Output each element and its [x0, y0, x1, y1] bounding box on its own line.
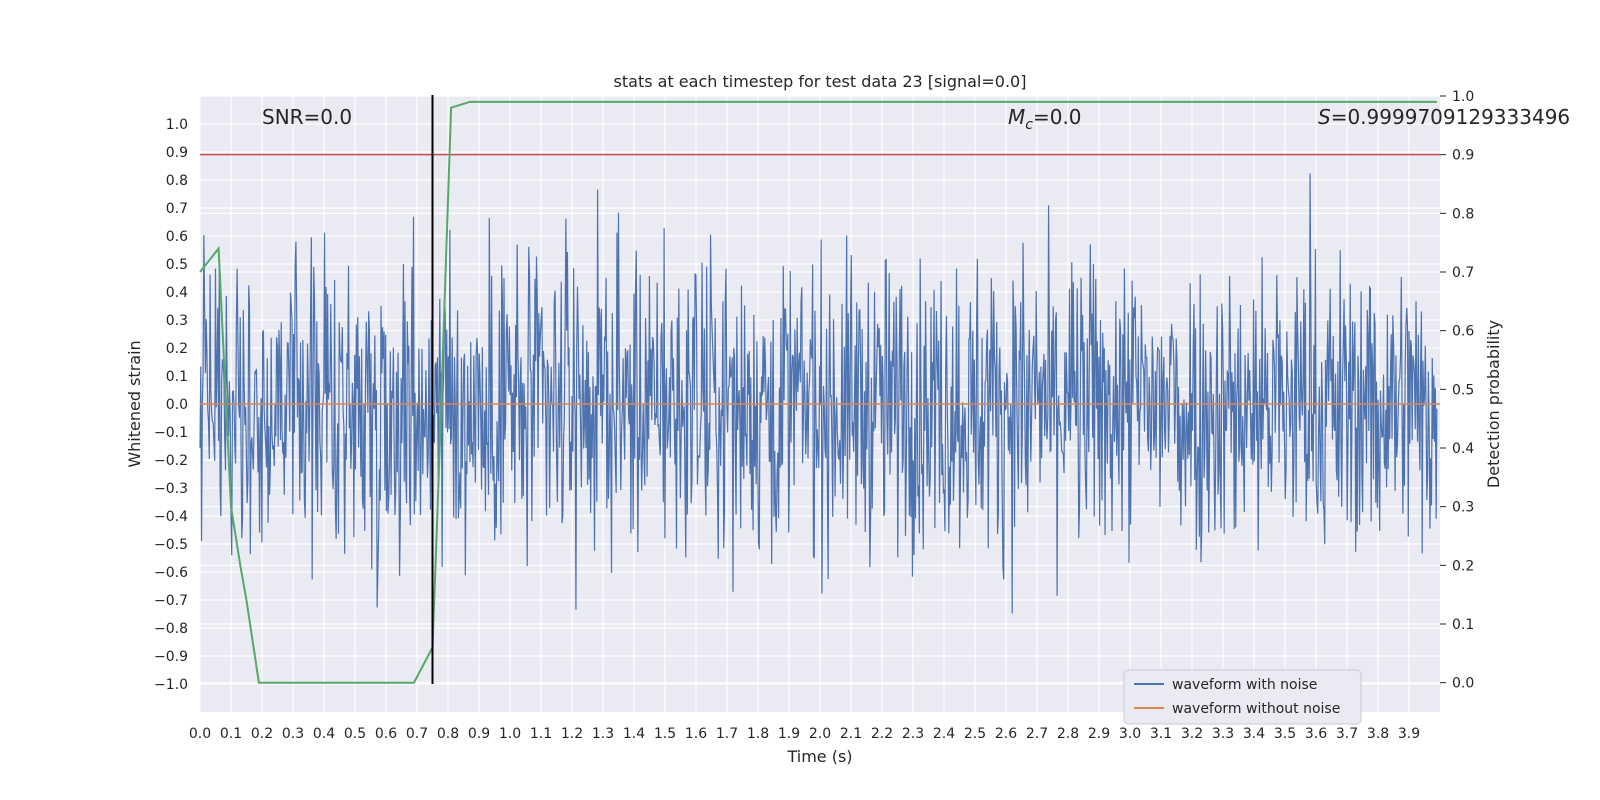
x-tick-label: 3.8	[1367, 726, 1389, 742]
x-tick-label: 0.7	[406, 726, 428, 742]
noise-series	[199, 173, 1438, 614]
x-tick-label: 1.9	[778, 726, 800, 742]
x-tick-label: 1.4	[623, 726, 645, 742]
x-tick-label: 1.8	[747, 726, 769, 742]
x-tick-label: 0.8	[437, 726, 459, 742]
x-tick-label: 2.4	[933, 726, 955, 742]
legend-box	[1123, 669, 1362, 725]
mc-annotation: Mc=0.0	[1008, 105, 1082, 133]
legend: waveform with noise waveform without noi…	[1123, 669, 1362, 725]
y2-tick-label: 0.0	[1452, 676, 1474, 692]
noise-waveform-path	[199, 173, 1438, 614]
x-tick-label: 2.2	[871, 726, 893, 742]
s-symbol: S	[1318, 105, 1331, 129]
y-tick-label: −0.5	[154, 537, 188, 553]
y-tick-label: 0.1	[166, 369, 188, 385]
x-tick-label: 1.7	[716, 726, 738, 742]
x-axis-label: Time (s)	[786, 747, 852, 766]
x-tick-label: 1.5	[654, 726, 676, 742]
y-tick-label: −0.4	[154, 509, 188, 525]
y-tick-label: 0.9	[166, 145, 188, 161]
x-tick-label: 2.6	[995, 726, 1017, 742]
y-tick-label: −0.9	[154, 649, 188, 665]
y-tick-label: −0.7	[154, 593, 188, 609]
y-tick-label: 0.2	[166, 341, 188, 357]
x-tick-label: 1.6	[685, 726, 707, 742]
x-tick-label: 2.5	[964, 726, 986, 742]
y-tick-label: 0.7	[166, 201, 188, 217]
x-tick-label: 3.1	[1150, 726, 1172, 742]
x-tick-label: 0.2	[251, 726, 273, 742]
y-tick-label: −0.2	[154, 453, 188, 469]
y2-tick-label: 0.9	[1452, 148, 1474, 164]
x-tick-label: 3.2	[1181, 726, 1203, 742]
y2-tick-labels: 1.0 0.9 0.8 0.7 0.6 0.5 0.4 0.3 0.2 0.1 0.0	[1440, 89, 1474, 692]
chart-title: stats at each timestep for test data 23 …	[614, 72, 1027, 91]
legend-label-clean: waveform without noise	[1172, 701, 1340, 717]
x-tick-label: 1.2	[561, 726, 583, 742]
x-tick-label: 3.0	[1119, 726, 1141, 742]
detection-probability-line	[199, 100, 1437, 684]
y-tick-label: 0.8	[166, 173, 188, 189]
y2-tick-label: 0.4	[1452, 441, 1474, 457]
y-tick-label: −1.0	[154, 677, 188, 693]
y2-tick-label: 0.5	[1452, 382, 1474, 398]
x-tick-label: 3.9	[1398, 726, 1420, 742]
x-tick-label: 2.7	[1026, 726, 1048, 742]
x-tick-label: 2.1	[840, 726, 862, 742]
y-tick-label: −0.3	[154, 481, 188, 497]
y2-tick-label: 0.8	[1452, 206, 1474, 222]
snr-annotation: SNR=0.0	[262, 105, 352, 129]
x-tick-label: 0.5	[344, 726, 366, 742]
mc-subscript: c	[1025, 117, 1033, 133]
x-tick-label: 0.0	[189, 726, 211, 742]
y2-tick-label: 0.6	[1452, 324, 1474, 340]
y2-axis-label: Detection probability	[1484, 320, 1503, 488]
x-tick-label: 2.3	[902, 726, 924, 742]
y-tick-label: −0.6	[154, 565, 188, 581]
x-tick-label: 0.9	[468, 726, 490, 742]
x-tick-label: 0.4	[313, 726, 335, 742]
y2-tick-label: 0.7	[1452, 265, 1474, 281]
x-tick-label: 2.9	[1088, 726, 1110, 742]
x-tick-label: 3.5	[1274, 726, 1296, 742]
x-tick-label: 1.3	[592, 726, 614, 742]
x-tick-labels: 0.0 0.1 0.2 0.3 0.4 0.5 0.6 0.7 0.8 0.9 1.0 1.1 1.2 1…	[189, 726, 1420, 742]
y-tick-label: 0.4	[166, 285, 188, 301]
x-tick-label: 0.6	[375, 726, 397, 742]
y2-tick-label: 0.2	[1452, 558, 1474, 574]
x-tick-label: 0.3	[282, 726, 304, 742]
y-tick-label: 1.0	[166, 117, 188, 133]
s-annotation: S=0.9999709129333496	[1318, 105, 1570, 129]
y-tick-labels: 1.0 0.9 0.8 0.7 0.6 0.5 0.4 0.3 0.2 0.1 0.0 −0.1 −0.…	[154, 117, 188, 693]
mc-value: =0.0	[1033, 105, 1082, 129]
y-tick-label: 0.0	[166, 397, 188, 413]
legend-label-noise: waveform with noise	[1172, 677, 1317, 693]
y-tick-label: −0.8	[154, 621, 188, 637]
y2-tick-label: 1.0	[1452, 89, 1474, 105]
y-axis-label: Whitened strain	[125, 340, 144, 467]
y2-tick-label: 0.1	[1452, 617, 1474, 633]
x-tick-label: 1.1	[530, 726, 552, 742]
y-tick-label: −0.1	[154, 425, 188, 441]
mc-symbol: M	[1008, 105, 1025, 129]
x-tick-label: 2.0	[809, 726, 831, 742]
x-tick-label: 3.7	[1336, 726, 1358, 742]
y-tick-label: 0.6	[166, 229, 188, 245]
y2-tick-label: 0.3	[1452, 500, 1474, 516]
y-tick-label: 0.5	[166, 257, 188, 273]
x-tick-label: 2.8	[1057, 726, 1079, 742]
x-tick-label: 3.6	[1305, 726, 1327, 742]
x-tick-label: 0.1	[220, 726, 242, 742]
s-value: =0.9999709129333496	[1331, 105, 1570, 129]
x-tick-label: 3.3	[1212, 726, 1234, 742]
x-tick-label: 3.4	[1243, 726, 1265, 742]
x-tick-label: 1.0	[499, 726, 521, 742]
y-tick-label: 0.3	[166, 313, 188, 329]
